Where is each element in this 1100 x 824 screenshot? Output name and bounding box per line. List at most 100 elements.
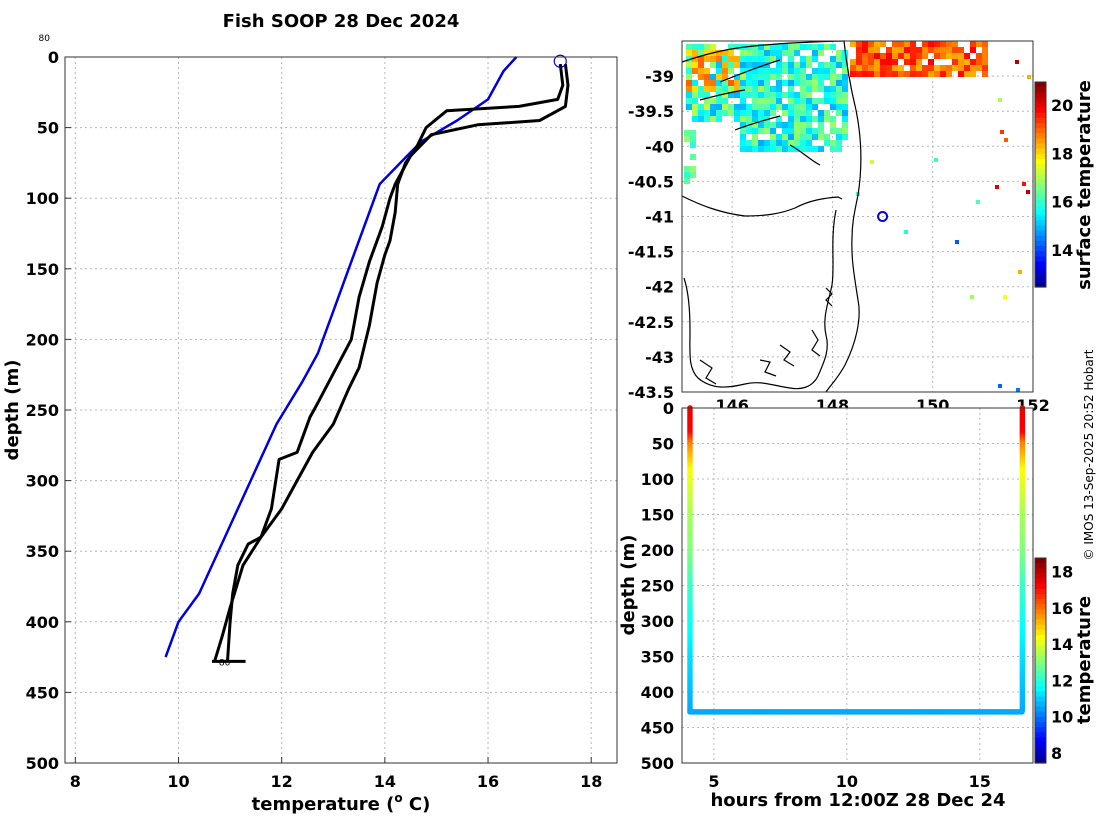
sst-pixel xyxy=(868,53,874,59)
sst-pixel xyxy=(770,110,776,116)
sst-pixel xyxy=(794,134,800,140)
temperature-colorbar-tick-12: 12 xyxy=(1051,671,1073,690)
profile-y-tick-400: 400 xyxy=(26,613,59,632)
sst-pixel xyxy=(764,62,770,68)
sst-colorbar-step xyxy=(1035,235,1046,242)
map-y-tick--42: -42 xyxy=(645,278,674,297)
profile-y-tick-500: 500 xyxy=(26,754,59,773)
sst-pixel xyxy=(722,98,728,104)
sst-pixel xyxy=(964,53,970,59)
profile-y-tick-250: 250 xyxy=(26,401,59,420)
sst-colorbar-tick-14: 14 xyxy=(1051,241,1073,260)
section-x-tick-15: 15 xyxy=(969,772,991,791)
sst-pixel xyxy=(982,59,988,65)
map-y-tick--40.5: -40.5 xyxy=(628,172,674,191)
sst-pixel xyxy=(710,44,716,50)
sst-pixel xyxy=(728,110,734,116)
sst-pixel xyxy=(758,122,764,128)
sst-pixel xyxy=(758,74,764,80)
sst-pixel xyxy=(806,74,812,80)
sst-pixel xyxy=(836,146,842,152)
sst-pixel xyxy=(734,62,740,68)
sst-pixel xyxy=(788,80,794,86)
section-y-tick-100: 100 xyxy=(641,470,674,489)
sst-pixel xyxy=(892,65,898,71)
sst-pixel xyxy=(776,146,782,152)
sst-pixel xyxy=(782,128,788,134)
sst-pixel xyxy=(686,56,692,62)
profile-x-tick-16: 16 xyxy=(477,772,499,791)
sst-pixel xyxy=(856,65,862,71)
sst-pixel xyxy=(830,56,836,62)
sst-pixel xyxy=(692,92,698,98)
sst-pixel xyxy=(874,71,880,77)
sst-pixel xyxy=(698,74,704,80)
sst-pixel xyxy=(842,98,848,104)
sst-colorbar-step xyxy=(1035,143,1046,150)
temperature-colorbar-ticks: 8 10 12 14 16 18 xyxy=(1051,563,1073,763)
sst-pixel xyxy=(794,74,800,80)
temperature-colorbar-step xyxy=(1035,578,1046,585)
section-panel: 5 10 15 0 50 100 150 200 250 300 350 400 450 500 hou… xyxy=(618,399,1095,811)
sst-pixel xyxy=(770,44,776,50)
sst-pixel xyxy=(690,166,696,172)
sst-pixel xyxy=(922,71,928,77)
sst-colorbar-label: surface temperature xyxy=(1074,80,1095,290)
temperature-colorbar-tick-16: 16 xyxy=(1051,599,1073,618)
sst-pixel xyxy=(824,134,830,140)
sst-pixel xyxy=(788,86,794,92)
sst-pixel xyxy=(806,140,812,146)
sst-pixel xyxy=(928,65,934,71)
sst-pixel xyxy=(868,47,874,53)
temperature-colorbar-tick-10: 10 xyxy=(1051,708,1073,727)
sst-pixel xyxy=(764,104,770,110)
sst-pixel xyxy=(886,59,892,65)
sst-pixel xyxy=(898,53,904,59)
map-frame xyxy=(681,40,1034,393)
sst-pixel xyxy=(722,50,728,56)
sst-pixel xyxy=(818,116,824,122)
sst-pixel xyxy=(910,53,916,59)
sst-pixel xyxy=(806,44,812,50)
sst-pixel xyxy=(710,62,716,68)
sst-pixel xyxy=(1015,60,1019,64)
sst-pixel xyxy=(818,44,824,50)
sst-pixel xyxy=(836,92,842,98)
sst-pixel xyxy=(934,71,940,77)
profile-x-ticks: 8 10 12 14 16 18 xyxy=(70,757,602,791)
sst-pixel xyxy=(812,146,818,152)
sst-pixel xyxy=(830,62,836,68)
sst-pixel xyxy=(794,68,800,74)
sst-pixel xyxy=(746,146,752,152)
sst-pixel xyxy=(970,59,976,65)
profile-y-tick-300: 300 xyxy=(26,472,59,491)
profile-annotation-top: 80 xyxy=(39,34,51,44)
sst-pixel xyxy=(880,53,886,59)
sst-pixel xyxy=(746,110,752,116)
temperature-colorbar-tick-14: 14 xyxy=(1051,635,1073,654)
sst-colorbar-tick-18: 18 xyxy=(1051,144,1073,163)
sst-pixel xyxy=(946,65,952,71)
map-y-tick--41: -41 xyxy=(645,208,674,227)
sst-pixel xyxy=(722,56,728,62)
sst-colorbar-step xyxy=(1035,107,1046,114)
sst-pixel xyxy=(770,140,776,146)
sst-pixel xyxy=(824,74,830,80)
section-y-tick-0: 0 xyxy=(663,399,674,418)
sst-colorbar-step xyxy=(1035,82,1046,88)
sst-colorbar-tick-20: 20 xyxy=(1051,96,1073,115)
sst-pixel xyxy=(836,56,842,62)
sst-pixel xyxy=(806,110,812,116)
sst-pixel xyxy=(842,74,848,80)
sst-pixel xyxy=(770,86,776,92)
sst-pixel xyxy=(874,65,880,71)
sst-pixel xyxy=(794,98,800,104)
sst-pixel xyxy=(892,41,898,47)
sst-pixel xyxy=(716,98,722,104)
sst-pixel xyxy=(698,68,704,74)
sst-pixel xyxy=(800,68,806,74)
section-y-tick-300: 300 xyxy=(641,612,674,631)
sst-colorbar-step xyxy=(1035,246,1046,252)
sst-pixel xyxy=(722,104,728,110)
sst-pixel xyxy=(818,68,824,74)
